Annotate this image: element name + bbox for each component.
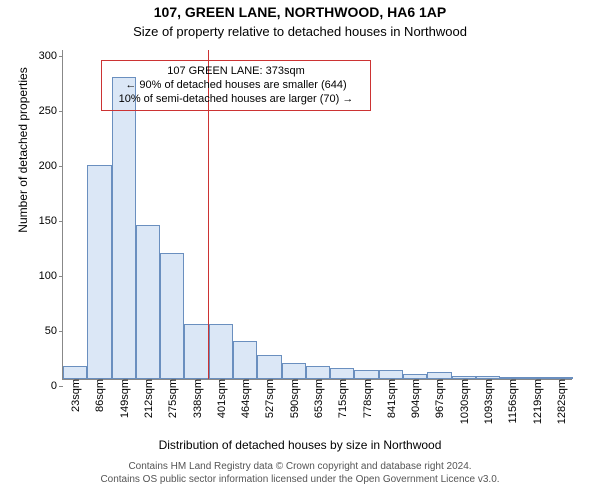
histogram-bar (63, 366, 87, 379)
y-tick: 50 (45, 325, 63, 337)
attribution-footer: Contains HM Land Registry data © Crown c… (0, 460, 600, 486)
histogram-bar (136, 225, 160, 379)
x-tick: 1219sqm (530, 379, 544, 424)
histogram-chart: 107, GREEN LANE, NORTHWOOD, HA6 1AP Size… (0, 0, 600, 500)
x-tick: 1093sqm (481, 379, 495, 424)
histogram-bar (87, 165, 111, 380)
x-tick: 149sqm (117, 379, 131, 418)
x-axis-label: Distribution of detached houses by size … (0, 438, 600, 452)
histogram-bar (379, 370, 403, 379)
x-tick: 1030sqm (457, 379, 471, 424)
histogram-bar (112, 77, 136, 380)
callout-line: 107 GREEN LANE: 373sqm (108, 65, 364, 79)
x-tick: 590sqm (287, 379, 301, 418)
callout-line: 10% of semi-detached houses are larger (… (108, 93, 364, 107)
y-tick: 150 (39, 215, 63, 227)
y-tick: 200 (39, 160, 63, 172)
histogram-bar (354, 370, 378, 379)
histogram-bar (209, 324, 233, 379)
histogram-bar (160, 253, 184, 380)
x-tick: 464sqm (238, 379, 252, 418)
x-tick: 86sqm (92, 379, 106, 412)
x-tick: 1156sqm (505, 379, 519, 423)
histogram-bar (282, 363, 306, 380)
y-tick: 250 (39, 105, 63, 117)
callout-line: ← 90% of detached houses are smaller (64… (108, 79, 364, 93)
x-tick: 967sqm (432, 379, 446, 418)
chart-title-line2: Size of property relative to detached ho… (0, 24, 600, 39)
x-tick: 653sqm (311, 379, 325, 418)
x-tick: 1282sqm (554, 379, 568, 424)
x-tick: 715sqm (335, 379, 349, 418)
y-tick: 300 (39, 50, 63, 62)
histogram-bar (427, 372, 451, 379)
plot-area: 05010015020025030023sqm86sqm149sqm212sqm… (62, 50, 572, 380)
chart-title-line1: 107, GREEN LANE, NORTHWOOD, HA6 1AP (0, 4, 600, 20)
x-tick: 778sqm (360, 379, 374, 418)
x-tick: 275sqm (165, 379, 179, 418)
y-axis-label: Number of detached properties (16, 0, 30, 315)
x-tick: 23sqm (68, 379, 82, 412)
histogram-bar (233, 341, 257, 380)
x-tick: 338sqm (190, 379, 204, 418)
histogram-bar (330, 368, 354, 379)
histogram-bar (257, 355, 281, 379)
x-tick: 401sqm (214, 379, 228, 418)
y-tick: 100 (39, 270, 63, 282)
x-tick: 527sqm (262, 379, 276, 418)
histogram-bar (306, 366, 330, 379)
footer-line2: Contains OS public sector information li… (0, 473, 600, 486)
x-tick: 841sqm (384, 379, 398, 418)
property-callout: 107 GREEN LANE: 373sqm← 90% of detached … (101, 60, 371, 111)
footer-line1: Contains HM Land Registry data © Crown c… (0, 460, 600, 473)
y-tick: 0 (51, 380, 63, 392)
x-tick: 904sqm (408, 379, 422, 418)
histogram-bar (184, 324, 208, 379)
x-tick: 212sqm (141, 379, 155, 418)
